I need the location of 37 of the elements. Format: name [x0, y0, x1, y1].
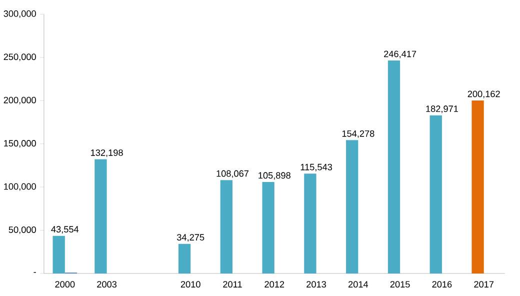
data-label: 132,198 — [91, 150, 123, 158]
data-label: 246,417 — [384, 50, 416, 58]
bar — [304, 174, 316, 274]
x-tick-label: 2017 — [474, 281, 494, 288]
data-label: 182,971 — [426, 106, 458, 114]
data-label: 154,278 — [342, 130, 374, 138]
bar — [262, 182, 274, 274]
x-tick-label: 2000 — [55, 281, 75, 288]
data-label: 108,067 — [216, 170, 248, 178]
x-tick-label: 2012 — [264, 281, 284, 288]
y-tick-label: 50,000 — [8, 226, 36, 234]
x-tick-label: 2011 — [223, 281, 242, 288]
bar — [472, 100, 484, 274]
data-label: 34,275 — [177, 234, 204, 242]
y-tick-label: 150,000 — [4, 140, 36, 148]
y-tick-label: 300,000 — [4, 10, 36, 18]
bar — [388, 60, 400, 274]
y-tick-label: 100,000 — [4, 183, 36, 191]
bar — [220, 180, 232, 274]
data-label: 105,898 — [258, 172, 290, 180]
bar — [94, 159, 107, 274]
data-label: 200,162 — [468, 90, 500, 98]
data-label: 43,554 — [51, 226, 79, 234]
bar — [178, 244, 191, 274]
bar — [430, 115, 442, 274]
x-tick-label: 2003 — [97, 281, 117, 288]
data-label: 115,543 — [300, 164, 332, 172]
y-tick-label: - — [34, 272, 36, 273]
x-tick-label: 2016 — [432, 281, 452, 288]
x-tick-label: 2013 — [306, 281, 326, 288]
y-tick-label: 250,000 — [4, 54, 36, 62]
bar — [52, 236, 65, 274]
y-tick-label: 200,000 — [4, 96, 36, 104]
x-tick-label: 2015 — [390, 281, 410, 288]
x-tick-label: 2010 — [180, 281, 200, 288]
x-tick-label: 2014 — [348, 281, 368, 288]
bar — [346, 140, 358, 274]
